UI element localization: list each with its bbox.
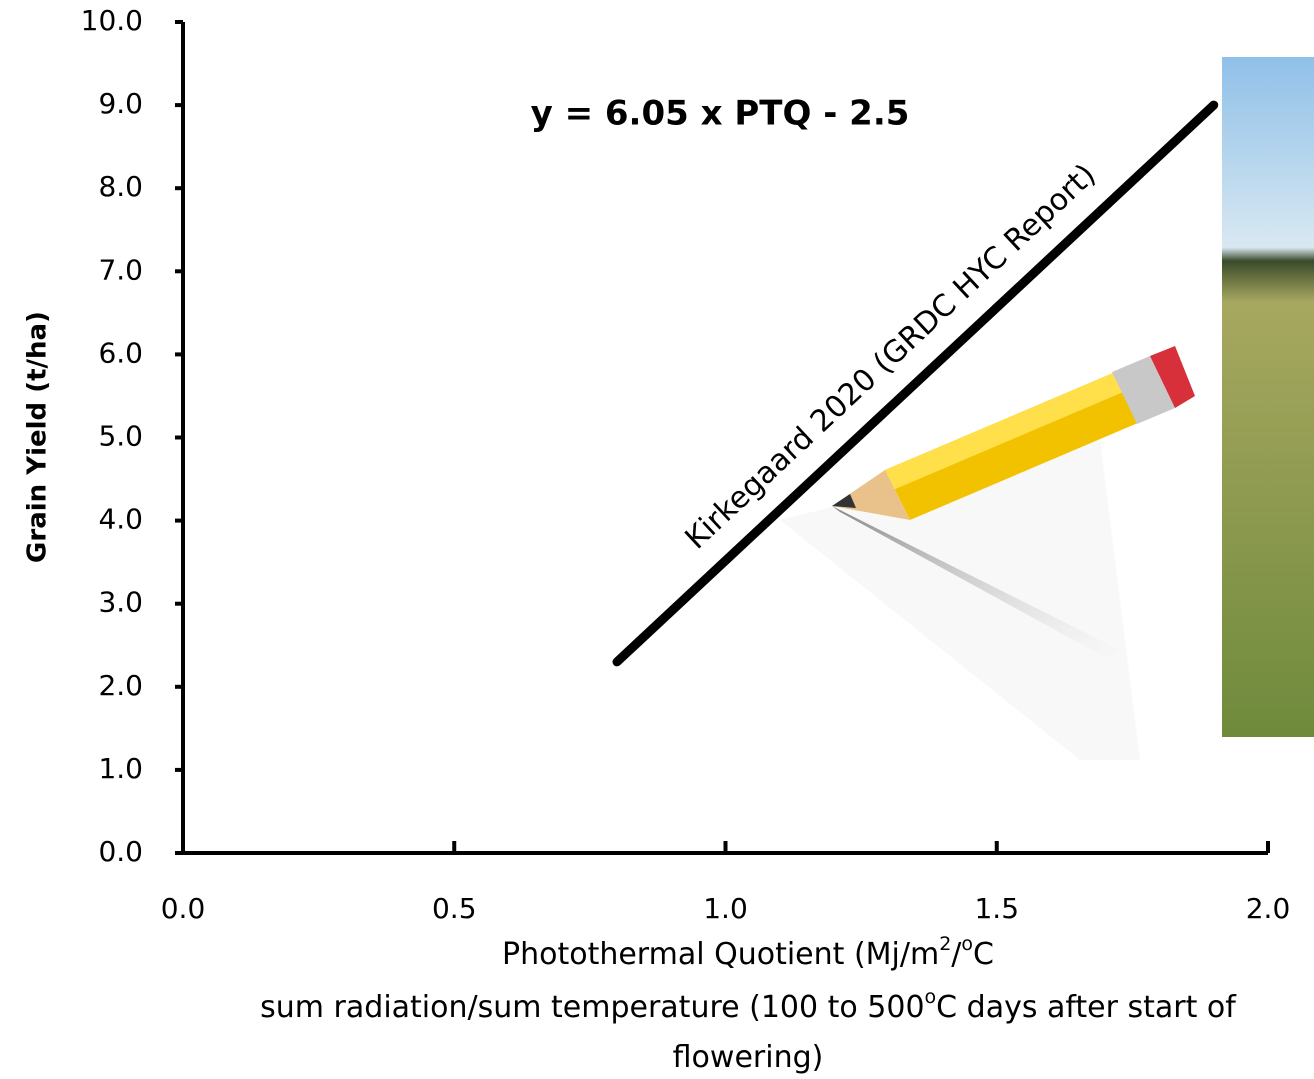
x-axis-label: sum radiation/sum temperature (100 to 50…: [260, 986, 1237, 1025]
label-part: Photothermal Quotient (Mj/m: [502, 937, 939, 972]
y-tick-label: 6.0: [98, 336, 143, 369]
y-tick-label: 5.0: [98, 420, 143, 453]
pencil: [780, 346, 1195, 760]
y-tick-label: 4.0: [98, 503, 143, 536]
y-axis-label: Grain Yield (t/ha): [23, 311, 53, 563]
x-tick-label: 1.5: [974, 892, 1019, 925]
x-tick-label: 1.0: [703, 892, 748, 925]
x-axis-label: flowering): [673, 1040, 824, 1075]
x-tick-label: 0.5: [432, 892, 477, 925]
x-axis-label: Photothermal Quotient (Mj/m2/oC: [502, 933, 994, 972]
y-tick-label: 10.0: [81, 4, 143, 37]
y-tick-label: 8.0: [98, 170, 143, 203]
label-part: sum radiation/sum temperature (100 to 50…: [260, 990, 924, 1025]
y-tick-label: 1.0: [98, 752, 143, 785]
photo: [1222, 57, 1314, 737]
superscript: 2: [939, 933, 951, 955]
label-part: flowering): [673, 1040, 824, 1075]
label-part: C: [973, 937, 994, 972]
superscript: o: [961, 933, 973, 955]
trend-line: [612, 100, 1219, 667]
y-tick-label: 2.0: [98, 669, 143, 702]
y-tick-label: 9.0: [98, 87, 143, 120]
superscript: o: [925, 986, 937, 1008]
y-tick-label: 3.0: [98, 586, 143, 619]
x-tick-label: 2.0: [1246, 892, 1291, 925]
y-tick-label: 7.0: [98, 253, 143, 286]
label-part: /: [951, 937, 962, 972]
equation-annotation: y = 6.05 x PTQ - 2.5: [531, 94, 910, 134]
x-tick-label: 0.0: [161, 892, 206, 925]
y-tick-label: 0.0: [98, 835, 143, 868]
label-part: C days after start of: [936, 990, 1237, 1025]
